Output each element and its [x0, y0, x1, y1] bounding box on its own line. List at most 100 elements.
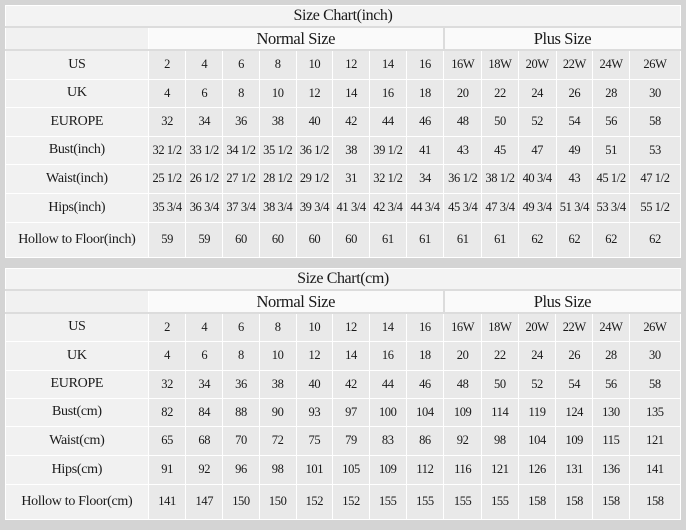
size-cell: 26 — [555, 78, 594, 108]
size-cell: 155 — [481, 483, 519, 520]
size-cell: 65 — [147, 425, 187, 456]
size-cell: 12 — [295, 340, 334, 371]
size-cell: 98 — [481, 425, 519, 456]
size-cell: 45 3/4 — [443, 192, 483, 223]
row-label: UK — [5, 78, 149, 108]
size-cell: 33 1/2 — [185, 135, 224, 165]
size-cell: 22 — [481, 340, 519, 371]
size-cell: 10 — [258, 340, 297, 371]
size-cell: 8 — [222, 340, 260, 371]
size-cell: 46 — [405, 106, 445, 137]
size-cell: 16 — [368, 340, 407, 371]
size-cell: 39 3/4 — [295, 192, 334, 223]
size-cell: 61 — [368, 221, 407, 258]
size-cell: 36 3/4 — [185, 192, 224, 223]
size-cell: 10 — [258, 78, 297, 108]
row-label: Hollow to Floor(inch) — [5, 221, 149, 258]
size-cell: 34 — [185, 106, 224, 137]
size-cell: 16W — [443, 49, 483, 80]
size-cell: 24 — [517, 340, 557, 371]
size-cell: 26W — [628, 312, 682, 342]
size-cell: 84 — [185, 397, 224, 427]
size-cell: 24W — [592, 49, 630, 80]
size-cell: 46 — [405, 369, 445, 399]
row-label: US — [5, 312, 149, 342]
size-cell: 32 1/2 — [368, 163, 407, 194]
size-cell: 54 — [555, 106, 594, 137]
size-cell: 124 — [555, 397, 594, 427]
size-cell: 4 — [147, 340, 187, 371]
size-cell: 24 — [517, 78, 557, 108]
size-cell: 86 — [405, 425, 445, 456]
size-cell: 24W — [592, 312, 630, 342]
row-label: EUROPE — [5, 106, 149, 137]
size-cell: 52 — [517, 369, 557, 399]
size-cell: 52 — [517, 106, 557, 137]
size-cell: 38 1/2 — [481, 163, 519, 194]
size-cell: 14 — [368, 312, 407, 342]
group-header-normal: Normal Size — [147, 26, 445, 51]
size-cell: 90 — [258, 397, 297, 427]
size-cell: 150 — [258, 483, 297, 520]
size-cell: 68 — [185, 425, 224, 456]
size-cell: 37 3/4 — [222, 192, 260, 223]
size-cell: 53 3/4 — [592, 192, 630, 223]
size-cell: 42 3/4 — [368, 192, 407, 223]
size-table: Size Chart(inch) Normal Size Plus Size US 2 4… — [5, 5, 682, 258]
size-cell: 155 — [443, 483, 482, 520]
size-cell: 26 1/2 — [185, 163, 224, 194]
size-cell: 6 — [222, 312, 260, 342]
size-cell: 45 1/2 — [592, 163, 630, 194]
table-row: EUROPE 32 34 36 38 40 42 44 46 48 50 52 54 56 58 — [5, 369, 682, 399]
size-cell: 56 — [592, 369, 630, 399]
size-cell: 62 — [555, 221, 594, 258]
size-cell: 109 — [443, 397, 482, 427]
group-header-plus: Plus Size — [442, 26, 681, 51]
size-cell: 34 1/2 — [222, 135, 260, 165]
size-cell: 10 — [295, 49, 334, 80]
size-cell: 48 — [443, 106, 483, 137]
size-cell: 44 3/4 — [405, 192, 445, 223]
title-row: Size Chart(cm) — [5, 268, 681, 291]
size-cell: 147 — [185, 483, 224, 520]
size-cell: 14 — [368, 49, 407, 80]
size-cell: 6 — [222, 49, 260, 80]
size-table: Size Chart(cm) Normal Size Plus Size US 2 4 6 8… — [5, 268, 682, 520]
size-cell: 32 1/2 — [147, 135, 187, 165]
header-blank-cell — [5, 289, 149, 314]
size-cell: 44 — [368, 106, 407, 137]
size-cell: 32 — [147, 369, 187, 399]
size-cell: 114 — [481, 397, 519, 427]
size-cell: 12 — [332, 49, 370, 80]
size-cell: 58 — [628, 369, 682, 399]
size-cell: 45 — [481, 135, 519, 165]
size-cell: 93 — [295, 397, 334, 427]
size-cell: 38 — [258, 106, 297, 137]
size-cell: 72 — [258, 425, 297, 456]
size-cell: 29 1/2 — [295, 163, 334, 194]
size-cell: 51 3/4 — [555, 192, 594, 223]
size-cell: 20W — [517, 49, 557, 80]
size-cell: 56 — [592, 106, 630, 137]
table-row: Waist(cm) 65 68 70 72 75 79 83 86 92 98 104 109 115 12… — [5, 425, 682, 456]
size-cell: 50 — [481, 369, 519, 399]
size-cell: 20 — [443, 78, 483, 108]
size-cell: 6 — [185, 78, 224, 108]
size-cell: 31 — [332, 163, 370, 194]
size-cell: 75 — [295, 425, 334, 456]
size-cell: 18 — [405, 340, 445, 371]
size-cell: 40 — [295, 106, 334, 137]
size-cell: 16W — [443, 312, 482, 342]
size-cell: 22 — [481, 78, 519, 108]
size-cell: 152 — [295, 483, 334, 520]
size-cell: 34 — [405, 163, 445, 194]
size-cell: 136 — [592, 454, 630, 485]
size-chart-cm: Size Chart(cm) Normal Size Plus Size US 2 4 6 8… — [5, 268, 682, 520]
size-cell: 12 — [295, 78, 334, 108]
row-label: US — [5, 49, 149, 80]
table-row: US 2 4 6 8 10 12 14 16 16W 18W 20W 22W 24W 26W — [5, 312, 682, 342]
size-cell: 4 — [147, 78, 187, 108]
row-label: Hips(inch) — [5, 192, 149, 223]
size-cell: 59 — [147, 221, 187, 258]
size-cell: 28 — [592, 78, 630, 108]
